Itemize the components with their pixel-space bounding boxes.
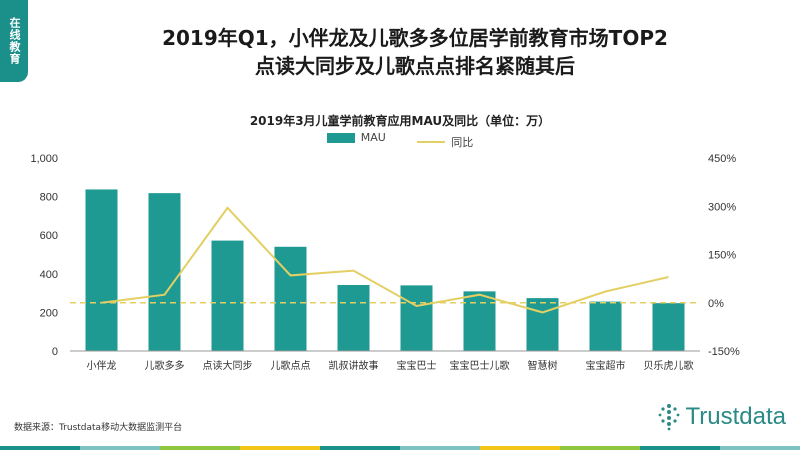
bar-mau	[526, 298, 559, 351]
left-axis-tick-label: 1,000	[30, 153, 58, 165]
section-tag: 在线教育	[0, 0, 28, 82]
band-segment	[0, 446, 80, 450]
legend-item-yoy: 同比	[417, 134, 473, 150]
trustdata-logo: Trustdata	[654, 402, 787, 432]
category-label: 宝宝超市	[586, 359, 626, 372]
category-label: 点读大同步	[203, 359, 253, 372]
category-label: 宝宝巴士儿歌	[450, 359, 510, 372]
legend-label-mau: MAU	[360, 131, 386, 144]
chart-legend: MAU 同比	[0, 131, 800, 150]
mau-chart: 0 200 400 600 800 1,000 -150% 0% 150% 300% 450% 小伴龙…	[30, 153, 740, 372]
band-segment	[720, 446, 800, 450]
bar-mau	[211, 240, 244, 351]
band-segment	[560, 446, 640, 450]
bar-mau	[463, 291, 496, 351]
band-segment	[160, 446, 240, 450]
category-label: 儿歌多多	[145, 359, 185, 372]
legend-swatch-yoy	[417, 140, 446, 143]
page-title: 2019年Q1，小伴龙及儿歌多多位居学前教育市场TOP2	[162, 26, 668, 50]
band-segment	[640, 446, 720, 450]
bottom-color-band	[0, 446, 800, 450]
bar-mau	[589, 301, 622, 351]
band-segment	[400, 446, 480, 450]
bar-mau	[400, 285, 433, 351]
right-axis-tick-label: 450%	[708, 153, 736, 165]
logo-text: Trustdata	[685, 403, 787, 430]
right-axis-tick-label: 300%	[708, 201, 736, 213]
legend-item-mau: MAU	[326, 131, 386, 144]
left-axis-tick-label: 600	[40, 230, 58, 242]
line-yoy	[101, 206, 669, 314]
band-segment	[80, 446, 160, 450]
band-segment	[320, 446, 400, 450]
page-subtitle: 点读大同步及儿歌点点排名紧随其后	[255, 54, 575, 78]
legend-label-yoy: 同比	[451, 135, 474, 149]
left-axis-tick-label: 0	[52, 346, 58, 358]
category-label: 宝宝巴士	[397, 359, 437, 372]
band-segment	[240, 446, 320, 450]
data-source: 数据来源：Trustdata移动大数据监测平台	[14, 423, 183, 433]
bar-mau	[337, 284, 370, 351]
category-label: 凯叔讲故事	[329, 359, 379, 372]
category-label: 贝乐虎儿歌	[644, 359, 694, 372]
legend-swatch-mau	[326, 132, 355, 143]
bar-mau	[85, 189, 118, 351]
bar-mau	[148, 193, 181, 351]
category-label: 智慧树	[528, 359, 558, 372]
left-axis-tick-label: 200	[40, 307, 58, 319]
category-label: 儿歌点点	[271, 359, 311, 372]
bar-mau	[652, 303, 685, 351]
left-axis-tick-label: 800	[40, 192, 58, 204]
category-label: 小伴龙	[87, 359, 117, 372]
right-axis-tick-label: 0%	[708, 298, 724, 310]
right-axis-tick-label: 150%	[708, 250, 736, 262]
right-axis-tick-label: -150%	[708, 346, 740, 358]
trustdata-logo-icon	[658, 404, 679, 431]
left-axis-tick-label: 400	[40, 269, 58, 281]
chart-title: 2019年3月儿童学前教育应用MAU及同比（单位：万）	[249, 114, 551, 128]
band-segment	[480, 446, 560, 450]
